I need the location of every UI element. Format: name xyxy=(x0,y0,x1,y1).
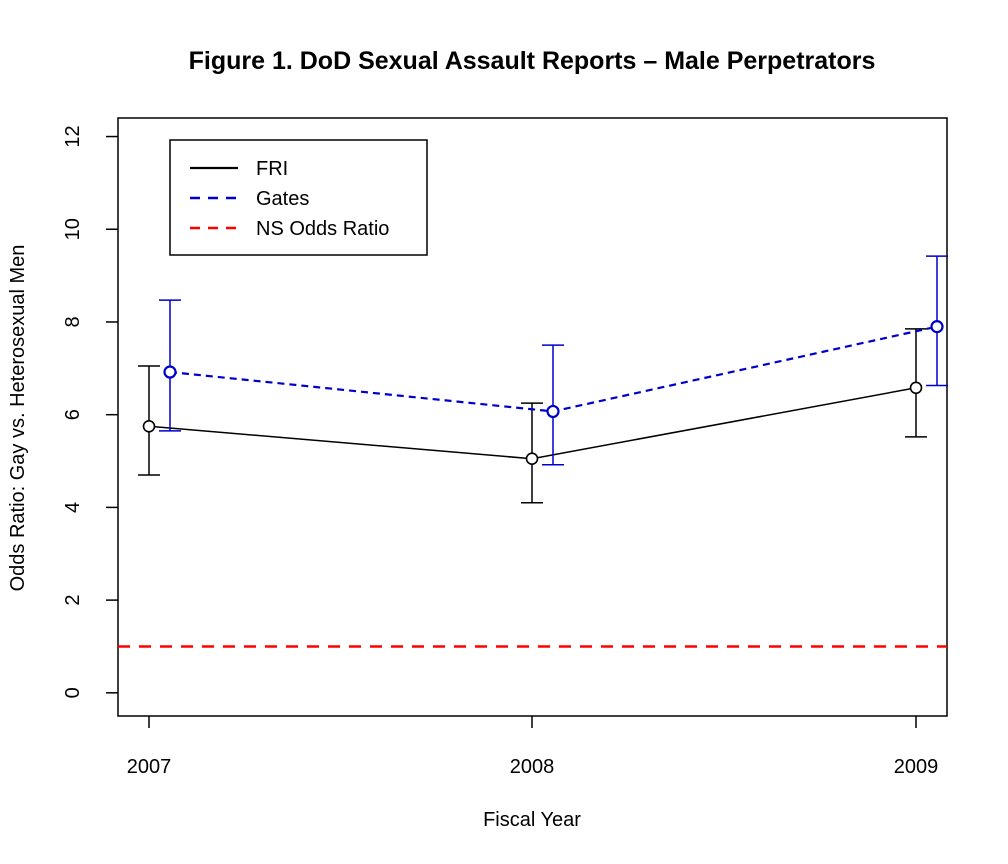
y-tick-label: 2 xyxy=(62,595,84,606)
y-tick-label: 8 xyxy=(62,316,84,327)
series-fri xyxy=(138,328,927,504)
x-axis: 2007 2008 2009 xyxy=(127,716,939,778)
series-gates xyxy=(159,255,948,466)
y-tick-label: 4 xyxy=(62,502,84,513)
chart-title: Figure 1. DoD Sexual Assault Reports – M… xyxy=(189,47,876,75)
series-layer xyxy=(138,255,948,504)
y-axis-label: Odds Ratio: Gay vs. Heterosexual Men xyxy=(7,245,29,592)
data-point-gates xyxy=(546,404,560,419)
legend: FRI Gates NS Odds Ratio xyxy=(169,139,428,256)
legend-label: Gates xyxy=(256,188,309,210)
legend-label: FRI xyxy=(256,158,288,180)
data-point-gates xyxy=(930,320,944,334)
data-point-fri xyxy=(909,381,923,395)
y-tick-label: 6 xyxy=(62,409,84,420)
x-tick-label: 2009 xyxy=(894,756,939,778)
data-point-gates xyxy=(163,365,177,379)
y-tick-label: 10 xyxy=(62,218,84,240)
data-point-fri xyxy=(142,419,156,433)
y-tick-label: 12 xyxy=(62,125,84,147)
legend-label: NS Odds Ratio xyxy=(256,218,389,240)
y-axis: 0 2 4 6 8 10 12 xyxy=(62,125,118,698)
y-tick-label: 0 xyxy=(62,687,84,698)
x-tick-label: 2008 xyxy=(510,756,555,778)
x-axis-label: Fiscal Year xyxy=(483,809,581,831)
x-tick-label: 2007 xyxy=(127,756,172,778)
data-point-fri xyxy=(525,452,539,466)
